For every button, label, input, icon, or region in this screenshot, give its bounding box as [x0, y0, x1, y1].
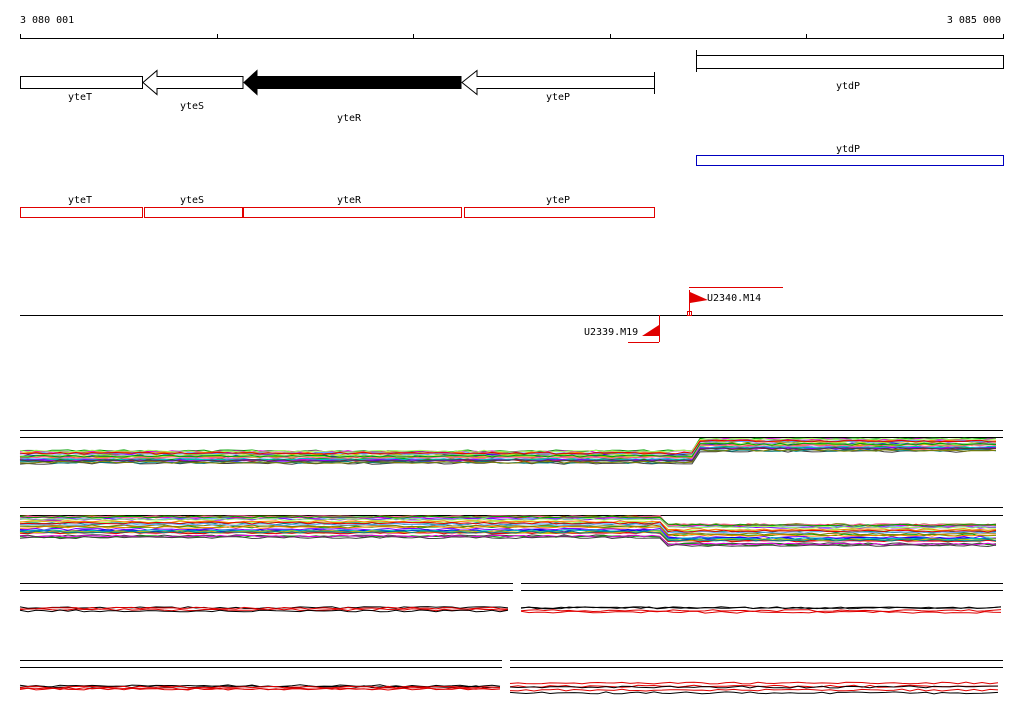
- transcript-box: [696, 155, 1004, 166]
- trace: [19, 520, 997, 532]
- trace: [19, 525, 997, 537]
- trace: [19, 439, 997, 455]
- gene-label: yteR: [337, 113, 362, 124]
- trace: [19, 437, 997, 453]
- ruler: [20, 34, 1004, 39]
- ruler-start: 3 080 001: [20, 15, 74, 26]
- trace: [19, 527, 997, 539]
- trace: [19, 444, 997, 460]
- trace: [19, 530, 997, 542]
- cds-label: yteS: [180, 195, 204, 206]
- trace: [19, 442, 997, 458]
- trace: [20, 524, 997, 536]
- trace: [509, 684, 999, 688]
- trace: [520, 609, 1002, 613]
- genes: [20, 50, 1004, 96]
- trace: [19, 687, 501, 691]
- trace: [19, 445, 996, 461]
- marker-label: U2339.M19: [584, 327, 638, 338]
- trace: [19, 447, 997, 463]
- trace: [19, 609, 509, 613]
- trace: [19, 685, 501, 689]
- markers: [20, 287, 1003, 343]
- trace: [19, 448, 997, 464]
- cds-label: yteT: [68, 195, 92, 206]
- gene-label: ytdP: [836, 81, 860, 92]
- trace: [509, 685, 998, 689]
- trace: [520, 610, 1002, 614]
- trace: [520, 606, 1002, 610]
- trace: [19, 521, 997, 533]
- gene-label: yteP: [546, 92, 570, 103]
- transcript-label: ytdP: [836, 144, 860, 155]
- trace: [509, 681, 999, 685]
- cds-label: yteP: [546, 195, 570, 206]
- ruler-end: 3 085 000: [947, 15, 1001, 26]
- trace: [509, 691, 999, 695]
- trace: [19, 606, 509, 610]
- cds-label: yteR: [337, 195, 362, 206]
- expression-traces: [19, 430, 1003, 695]
- cds-boxes: [20, 207, 655, 218]
- trace: [19, 515, 997, 527]
- gene-label: yteT: [68, 92, 92, 103]
- trace: [19, 536, 997, 548]
- trace: [19, 442, 997, 458]
- trace: [19, 517, 997, 529]
- trace: [509, 688, 999, 692]
- gene-label: yteS: [180, 101, 204, 112]
- marker-label: U2340.M14: [707, 293, 761, 304]
